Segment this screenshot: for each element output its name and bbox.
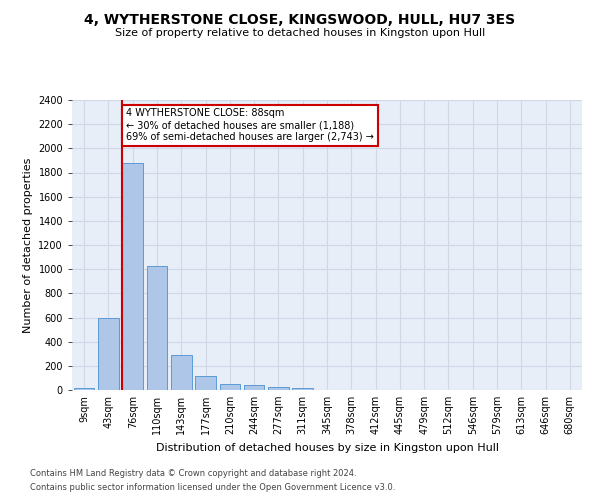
Text: 4 WYTHERSTONE CLOSE: 88sqm
← 30% of detached houses are smaller (1,188)
69% of s: 4 WYTHERSTONE CLOSE: 88sqm ← 30% of deta… [126,108,374,142]
Text: 4, WYTHERSTONE CLOSE, KINGSWOOD, HULL, HU7 3ES: 4, WYTHERSTONE CLOSE, KINGSWOOD, HULL, H… [85,12,515,26]
Bar [171,355,191,390]
Bar [74,388,94,390]
Bar [98,318,119,390]
Bar [268,386,289,390]
Bar [220,384,240,390]
Bar [146,266,167,390]
Bar [292,388,313,390]
Bar [195,376,216,390]
Bar [122,163,143,390]
Text: Contains HM Land Registry data © Crown copyright and database right 2024.: Contains HM Land Registry data © Crown c… [30,468,356,477]
X-axis label: Distribution of detached houses by size in Kingston upon Hull: Distribution of detached houses by size … [155,442,499,452]
Y-axis label: Number of detached properties: Number of detached properties [23,158,32,332]
Text: Contains public sector information licensed under the Open Government Licence v3: Contains public sector information licen… [30,484,395,492]
Bar [244,385,265,390]
Text: Size of property relative to detached houses in Kingston upon Hull: Size of property relative to detached ho… [115,28,485,38]
